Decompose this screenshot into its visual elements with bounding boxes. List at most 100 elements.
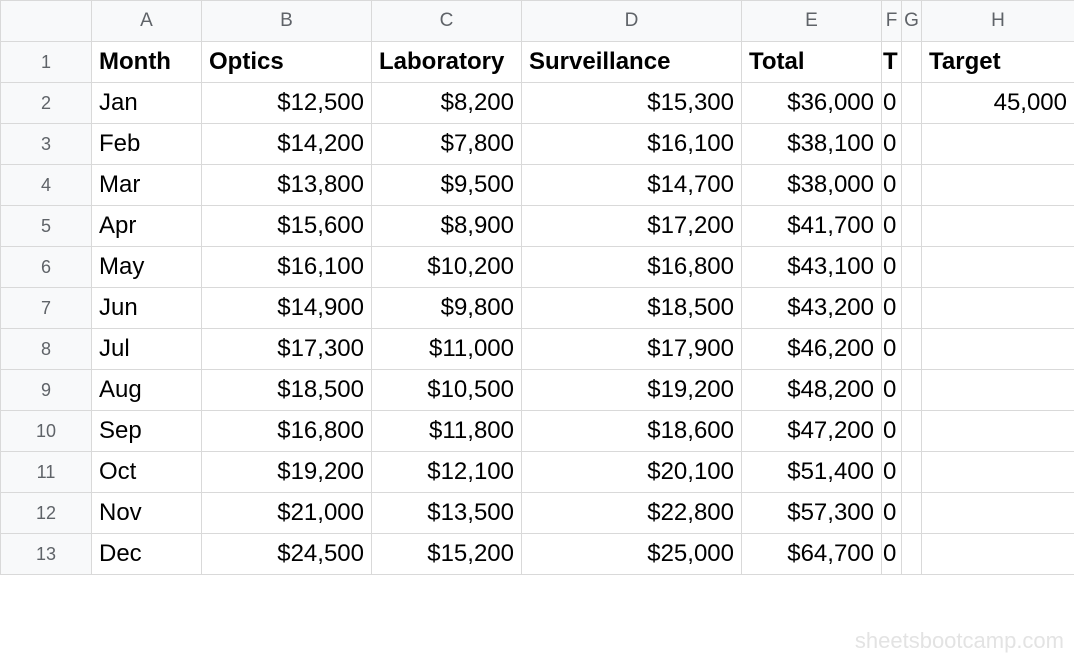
- cell-a[interactable]: Oct: [91, 451, 202, 493]
- cell-f[interactable]: 0: [881, 164, 902, 206]
- cell-g[interactable]: [901, 451, 922, 493]
- cell-f[interactable]: 0: [881, 328, 902, 370]
- cell-h[interactable]: [921, 328, 1074, 370]
- cell-e[interactable]: $38,000: [741, 164, 882, 206]
- cell-d[interactable]: $19,200: [521, 369, 742, 411]
- cell-h[interactable]: Target: [921, 41, 1074, 83]
- cell-h[interactable]: [921, 492, 1074, 534]
- cell-g[interactable]: [901, 164, 922, 206]
- cell-b[interactable]: $17,300: [201, 328, 372, 370]
- cell-b[interactable]: $24,500: [201, 533, 372, 575]
- row-header[interactable]: 1: [0, 41, 92, 83]
- column-header-g[interactable]: G: [901, 0, 922, 42]
- row-header[interactable]: 4: [0, 164, 92, 206]
- cell-b[interactable]: $16,100: [201, 246, 372, 288]
- cell-f[interactable]: 0: [881, 492, 902, 534]
- cell-c[interactable]: $8,200: [371, 82, 522, 124]
- cell-c[interactable]: $11,800: [371, 410, 522, 452]
- cell-a[interactable]: Aug: [91, 369, 202, 411]
- cell-e[interactable]: $43,100: [741, 246, 882, 288]
- cell-d[interactable]: $17,900: [521, 328, 742, 370]
- cell-b[interactable]: $14,200: [201, 123, 372, 165]
- column-header-c[interactable]: C: [371, 0, 522, 42]
- cell-d[interactable]: $16,800: [521, 246, 742, 288]
- cell-h[interactable]: [921, 287, 1074, 329]
- cell-b[interactable]: $13,800: [201, 164, 372, 206]
- cell-h[interactable]: [921, 410, 1074, 452]
- cell-c[interactable]: $13,500: [371, 492, 522, 534]
- cell-f[interactable]: 0: [881, 369, 902, 411]
- cell-h[interactable]: [921, 205, 1074, 247]
- cell-f[interactable]: 0: [881, 205, 902, 247]
- cell-b[interactable]: Optics: [201, 41, 372, 83]
- cell-g[interactable]: [901, 410, 922, 452]
- cell-a[interactable]: Dec: [91, 533, 202, 575]
- cell-d[interactable]: $17,200: [521, 205, 742, 247]
- cell-d[interactable]: Surveillance: [521, 41, 742, 83]
- row-header[interactable]: 9: [0, 369, 92, 411]
- cell-c[interactable]: $15,200: [371, 533, 522, 575]
- cell-g[interactable]: [901, 287, 922, 329]
- cell-e[interactable]: Total: [741, 41, 882, 83]
- cell-e[interactable]: $46,200: [741, 328, 882, 370]
- cell-c[interactable]: $10,200: [371, 246, 522, 288]
- cell-e[interactable]: $51,400: [741, 451, 882, 493]
- cell-c[interactable]: $11,000: [371, 328, 522, 370]
- cell-g[interactable]: [901, 492, 922, 534]
- cell-h[interactable]: [921, 123, 1074, 165]
- row-header[interactable]: 5: [0, 205, 92, 247]
- cell-e[interactable]: $38,100: [741, 123, 882, 165]
- cell-g[interactable]: [901, 328, 922, 370]
- column-header-a[interactable]: A: [91, 0, 202, 42]
- cell-e[interactable]: $43,200: [741, 287, 882, 329]
- cell-g[interactable]: [901, 41, 922, 83]
- row-header[interactable]: 2: [0, 82, 92, 124]
- select-all-corner[interactable]: [0, 0, 92, 42]
- cell-a[interactable]: Sep: [91, 410, 202, 452]
- cell-b[interactable]: $16,800: [201, 410, 372, 452]
- row-header[interactable]: 13: [0, 533, 92, 575]
- cell-c[interactable]: $8,900: [371, 205, 522, 247]
- column-header-h[interactable]: H: [921, 0, 1074, 42]
- row-header[interactable]: 7: [0, 287, 92, 329]
- cell-d[interactable]: $18,600: [521, 410, 742, 452]
- cell-g[interactable]: [901, 82, 922, 124]
- cell-f[interactable]: 0: [881, 451, 902, 493]
- cell-f[interactable]: 0: [881, 123, 902, 165]
- cell-c[interactable]: $10,500: [371, 369, 522, 411]
- column-header-e[interactable]: E: [741, 0, 882, 42]
- column-header-d[interactable]: D: [521, 0, 742, 42]
- cell-c[interactable]: $12,100: [371, 451, 522, 493]
- cell-c[interactable]: $9,500: [371, 164, 522, 206]
- row-header[interactable]: 11: [0, 451, 92, 493]
- cell-d[interactable]: $25,000: [521, 533, 742, 575]
- cell-f[interactable]: T: [881, 41, 902, 83]
- cell-a[interactable]: Jul: [91, 328, 202, 370]
- cell-h[interactable]: 45,000: [921, 82, 1074, 124]
- cell-h[interactable]: [921, 164, 1074, 206]
- row-header[interactable]: 12: [0, 492, 92, 534]
- row-header[interactable]: 10: [0, 410, 92, 452]
- cell-b[interactable]: $21,000: [201, 492, 372, 534]
- cell-f[interactable]: 0: [881, 410, 902, 452]
- cell-h[interactable]: [921, 533, 1074, 575]
- cell-f[interactable]: 0: [881, 287, 902, 329]
- cell-d[interactable]: $22,800: [521, 492, 742, 534]
- row-header[interactable]: 8: [0, 328, 92, 370]
- column-header-f[interactable]: F: [881, 0, 902, 42]
- cell-a[interactable]: Feb: [91, 123, 202, 165]
- cell-d[interactable]: $18,500: [521, 287, 742, 329]
- cell-e[interactable]: $48,200: [741, 369, 882, 411]
- cell-g[interactable]: [901, 205, 922, 247]
- cell-a[interactable]: Jan: [91, 82, 202, 124]
- cell-d[interactable]: $16,100: [521, 123, 742, 165]
- cell-f[interactable]: 0: [881, 533, 902, 575]
- cell-d[interactable]: $15,300: [521, 82, 742, 124]
- cell-d[interactable]: $14,700: [521, 164, 742, 206]
- cell-h[interactable]: [921, 246, 1074, 288]
- cell-e[interactable]: $57,300: [741, 492, 882, 534]
- cell-a[interactable]: Mar: [91, 164, 202, 206]
- cell-b[interactable]: $15,600: [201, 205, 372, 247]
- cell-e[interactable]: $36,000: [741, 82, 882, 124]
- cell-g[interactable]: [901, 246, 922, 288]
